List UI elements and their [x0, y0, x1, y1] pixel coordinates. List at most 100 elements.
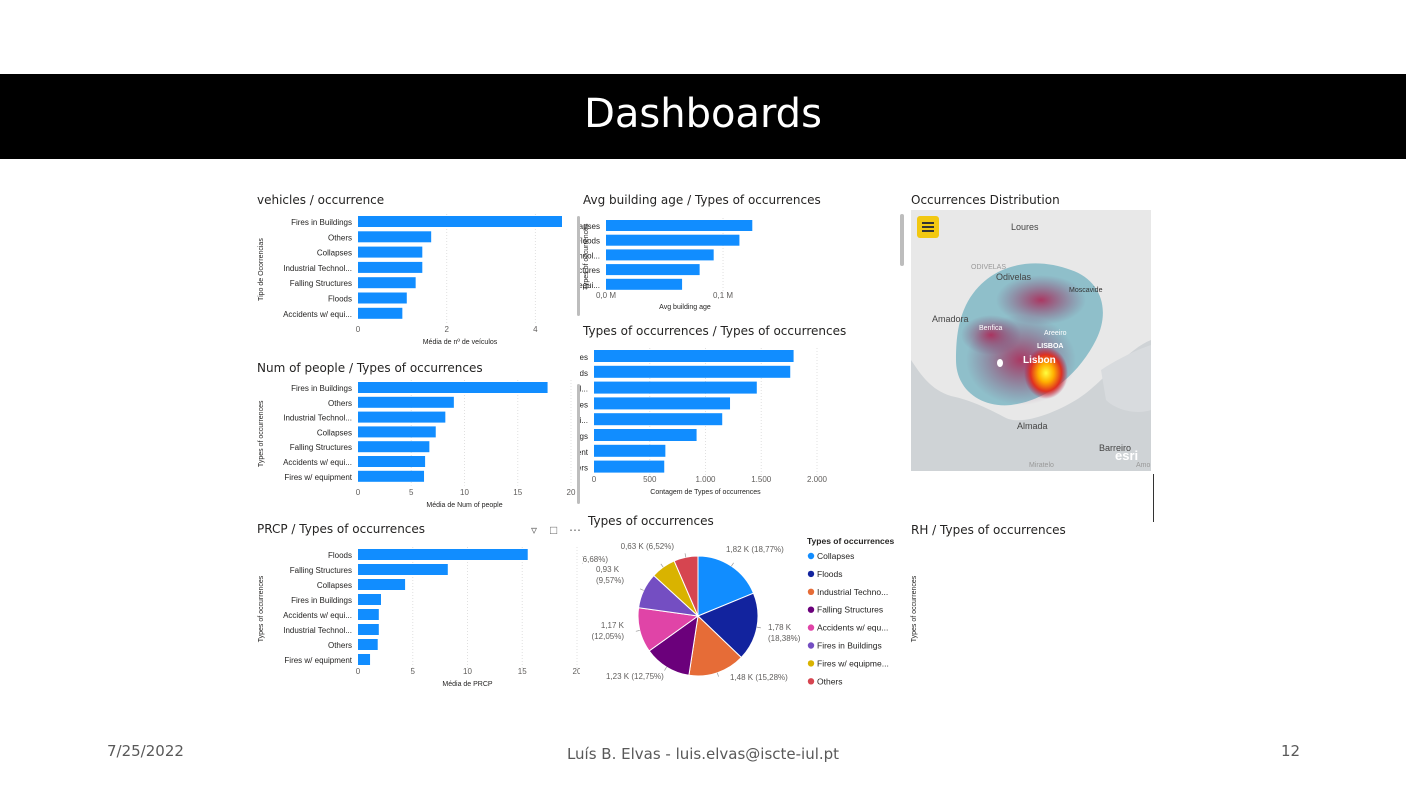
building-age-chart: 0,0 M 0,1 M Collapses Floods Industrial Tech…: [580, 218, 753, 311]
pie-data-label: 1,48 K (15,28%): [730, 673, 788, 682]
bar[interactable]: [358, 277, 416, 289]
legend-item[interactable]: Others: [817, 676, 843, 686]
bar[interactable]: [606, 220, 753, 231]
bar[interactable]: [594, 350, 794, 362]
bar[interactable]: [594, 365, 791, 378]
legend-item[interactable]: Floods: [817, 569, 843, 579]
bar[interactable]: [606, 278, 683, 290]
bar[interactable]: [594, 460, 665, 473]
bar[interactable]: [358, 231, 432, 243]
map-label-areeiro: Areeiro: [1044, 330, 1067, 337]
map-label-loures: Loures: [1011, 222, 1039, 232]
bar[interactable]: [358, 261, 423, 273]
x-tick-label: 20: [573, 667, 580, 676]
counts-scrollbar[interactable]: [577, 384, 580, 504]
bar[interactable]: [358, 307, 403, 319]
occurrences-map[interactable]: Loures Odivelas ODIVELAS Amadora Benfica…: [911, 210, 1151, 471]
building-age-right-scrollbar[interactable]: [900, 214, 904, 266]
bar[interactable]: [358, 396, 454, 408]
pie-data-label: 1,82 K (18,77%): [726, 545, 784, 554]
bar[interactable]: [358, 246, 423, 258]
bar[interactable]: [594, 444, 666, 457]
more-options-icon[interactable]: ⋯: [569, 523, 581, 537]
focus-mode-icon[interactable]: □: [550, 523, 558, 537]
map-label-amadora: Amadora: [932, 314, 969, 324]
bar[interactable]: [358, 579, 406, 590]
legend-item[interactable]: Fires w/ equipme...: [817, 658, 889, 668]
slide-author: Luís B. Elvas - luis.elvas@iscte-iul.pt: [566, 745, 840, 763]
bar[interactable]: [358, 292, 407, 304]
x-tick-label: 15: [513, 488, 522, 497]
legend-item[interactable]: Falling Structures: [817, 605, 883, 615]
category-label: Accidents w/ equi...: [580, 281, 600, 290]
bar[interactable]: [358, 639, 378, 650]
bar[interactable]: [358, 564, 448, 575]
bar[interactable]: [606, 234, 740, 246]
prcp-chart-title: PRCP / Types of occurrences: [257, 522, 426, 536]
bar[interactable]: [358, 549, 528, 560]
category-label: Accidents w/ equi...: [283, 458, 352, 467]
bar[interactable]: [594, 381, 757, 394]
building-age-scrollbar[interactable]: [577, 216, 580, 316]
category-label: Others: [328, 641, 352, 650]
category-label: Floods: [328, 295, 352, 304]
legend-marker: [807, 588, 815, 595]
filter-icon[interactable]: ▿: [531, 523, 538, 537]
category-label: Fires in Buildings: [291, 218, 352, 227]
bar[interactable]: [594, 413, 723, 426]
category-label: Industrial Technol...: [283, 626, 352, 635]
bar[interactable]: [594, 397, 731, 410]
bar[interactable]: [358, 470, 425, 482]
map-label-amo: Amo: [1136, 462, 1151, 469]
legend-marker: [807, 606, 815, 613]
category-label: Fires w/ equipment: [284, 473, 352, 482]
category-label: Industrial Technol...: [580, 385, 588, 394]
x-tick-label: 1.500: [751, 475, 772, 484]
x-axis-label: Contagem de Types of occurrences: [650, 489, 761, 496]
bar[interactable]: [358, 456, 426, 467]
bar[interactable]: [358, 624, 379, 635]
bar[interactable]: [358, 654, 371, 665]
category-label: Industrial Technol...: [283, 264, 352, 273]
bar[interactable]: [358, 594, 381, 605]
pie-leader-line: [684, 553, 687, 558]
legend-marker: [807, 678, 815, 685]
bar[interactable]: [606, 249, 714, 261]
map-menu-icon[interactable]: [917, 216, 939, 238]
category-label: Fires in Buildings: [291, 384, 352, 393]
slide-date: 7/25/2022: [107, 742, 184, 760]
category-label: Fires in Buildings: [580, 432, 588, 441]
legend-item[interactable]: Collapses: [817, 551, 854, 561]
bar[interactable]: [358, 382, 548, 393]
legend-marker: [807, 660, 815, 667]
map-label-odivelas: Odivelas: [996, 272, 1032, 282]
x-tick-label: 0,0 M: [596, 291, 616, 300]
rh-chart: 0,0 M0,1 MFloodsCollapsesIndustrial Te..…: [911, 575, 918, 642]
category-label: Falling Structures: [290, 279, 352, 288]
bar[interactable]: [606, 264, 700, 276]
slide-page-number: 12: [1281, 742, 1301, 760]
bar[interactable]: [358, 609, 379, 620]
category-label: Fires in Buildings: [291, 596, 352, 605]
x-tick-label: 4: [533, 325, 538, 334]
bar[interactable]: [358, 216, 562, 227]
x-tick-label: 10: [463, 667, 472, 676]
legend-item[interactable]: Fires in Buildings: [817, 641, 882, 651]
legend-item[interactable]: Industrial Techno...: [817, 587, 888, 597]
pie-data-label: 1,23 K (12,75%): [606, 672, 664, 681]
bar[interactable]: [358, 426, 436, 438]
x-tick-label: 2: [444, 325, 449, 334]
x-tick-label: 2.000: [807, 475, 828, 484]
bar[interactable]: [358, 411, 446, 423]
x-tick-label: 1.000: [695, 475, 716, 484]
bar[interactable]: [358, 441, 430, 453]
bar[interactable]: [594, 429, 697, 441]
pie-slice[interactable]: [688, 614, 743, 677]
pie-leader-line: [639, 588, 644, 591]
x-tick-label: 20: [567, 488, 576, 497]
legend-item[interactable]: Accidents w/ equ...: [817, 623, 888, 633]
slide-title: Dashboards: [584, 91, 822, 137]
pie-slice[interactable]: [697, 555, 755, 617]
map-base: [911, 263, 1151, 471]
pie-slice[interactable]: [697, 592, 759, 659]
